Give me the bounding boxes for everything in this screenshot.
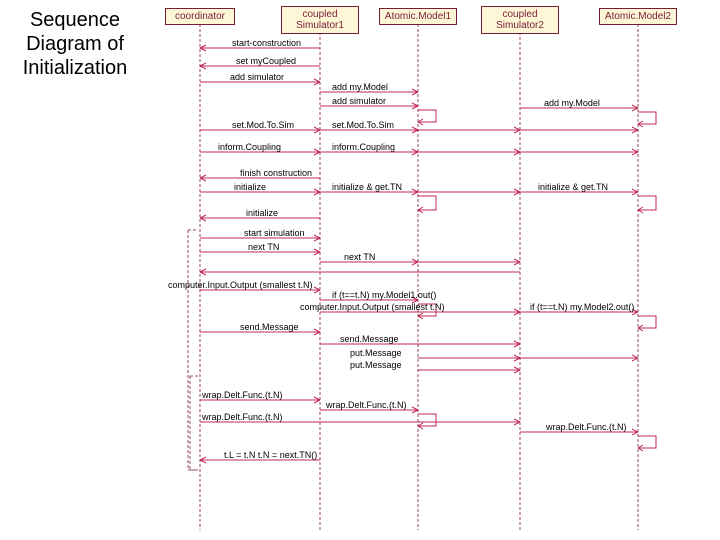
- message-label: put.Message: [350, 360, 402, 370]
- message-label: start simulation: [244, 228, 305, 238]
- message-label: set.Mod.To.Sim: [332, 120, 394, 130]
- message-label: add my.Model: [332, 82, 388, 92]
- message-label: initialize & get.TN: [332, 182, 402, 192]
- message-label: wrap.Delt.Func.(t.N): [202, 412, 283, 422]
- message-label: next TN: [248, 242, 279, 252]
- diagram-title: Sequence Diagram of Initialization: [10, 8, 140, 80]
- message-label: computer.Input.Output (smallest t.N): [168, 280, 313, 290]
- message-label: next TN: [344, 252, 375, 262]
- lifeline-box-coord: coordinator: [165, 8, 235, 25]
- message-label: inform.Coupling: [218, 142, 281, 152]
- message-label: initialize: [234, 182, 266, 192]
- lifeline-box-a1: Atomic.Model1: [379, 8, 457, 25]
- message-label: finish construction: [240, 168, 312, 178]
- message-label: send.Message: [340, 334, 399, 344]
- message-label: initialize & get.TN: [538, 182, 608, 192]
- lifeline-box-a2: Atomic.Model2: [599, 8, 677, 25]
- message-label: add simulator: [332, 96, 386, 106]
- message-label: initialize: [246, 208, 278, 218]
- message-label: add simulator: [230, 72, 284, 82]
- message-label: send.Message: [240, 322, 299, 332]
- message-label: t.L = t.N t.N = next.TN(): [224, 450, 317, 460]
- message-label: wrap.Delt.Func.(t.N): [326, 400, 407, 410]
- sequence-diagram: { "title": "Sequence Diagram of Initiali…: [0, 0, 720, 540]
- message-label: start-construction: [232, 38, 301, 48]
- message-label: set.Mod.To.Sim: [232, 120, 294, 130]
- message-label: computer.Input.Output (smallest t.N): [300, 302, 445, 312]
- message-label: wrap.Delt.Func.(t.N): [202, 390, 283, 400]
- diagram-svg: [0, 0, 720, 540]
- message-label: if (t==t.N) my.Model2.out(): [530, 302, 634, 312]
- lifeline-box-csim1: coupled Simulator1: [281, 6, 359, 34]
- lifeline-box-csim2: coupled Simulator2: [481, 6, 559, 34]
- message-label: if (t==t.N) my.Model1.out(): [332, 290, 436, 300]
- message-label: wrap.Delt.Func.(t.N): [546, 422, 627, 432]
- message-label: set myCoupled: [236, 56, 296, 66]
- message-label: put.Message: [350, 348, 402, 358]
- message-label: inform.Coupling: [332, 142, 395, 152]
- message-label: add my.Model: [544, 98, 600, 108]
